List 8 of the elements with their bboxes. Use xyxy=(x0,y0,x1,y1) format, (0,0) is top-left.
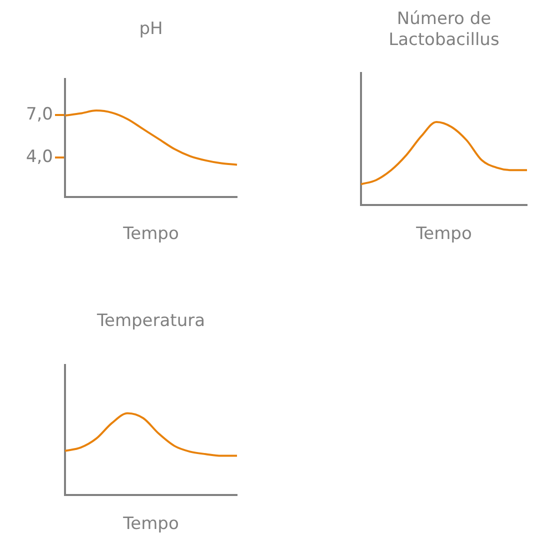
y-tick-label: 7,0 xyxy=(26,104,53,124)
chart-title: pH xyxy=(138,19,164,40)
x-axis-title: Tempo xyxy=(415,224,473,245)
chart-title: Número de Lactobacillus xyxy=(388,9,500,51)
chart-title: Temperatura xyxy=(96,311,206,332)
y-tick-label: 4,0 xyxy=(26,147,53,168)
x-axis-title: Tempo xyxy=(122,224,180,245)
x-axis-title: Tempo xyxy=(122,514,180,535)
